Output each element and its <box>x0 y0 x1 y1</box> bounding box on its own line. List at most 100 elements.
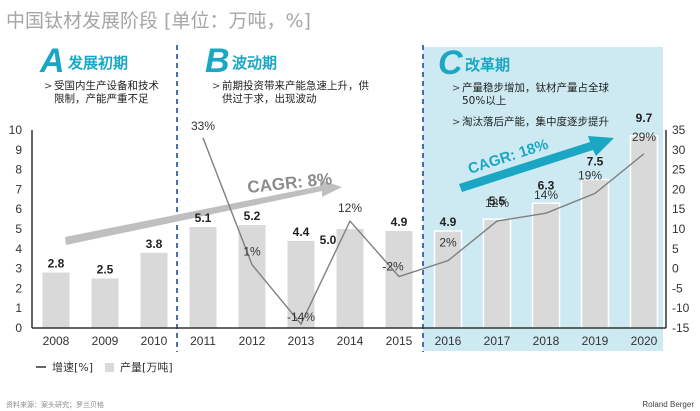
x-tick-label: 2015 <box>386 334 413 348</box>
bar-value-label: 4.4 <box>293 225 310 239</box>
phase-c-letter: C <box>438 44 463 82</box>
brand-logo-text: Roland Berger <box>642 400 694 409</box>
left-tick-label: 8 <box>15 163 22 177</box>
growth-value-label: 12% <box>338 201 362 215</box>
bullet-marker: > <box>212 81 221 92</box>
bar-value-label: 7.5 <box>587 155 604 169</box>
legend-output-label: 产量[万吨] <box>120 361 173 374</box>
x-tick-label: 2018 <box>533 334 560 348</box>
right-tick-label: 25 <box>672 163 686 177</box>
x-tick-label: 2017 <box>484 334 511 348</box>
x-tick-label: 2008 <box>43 334 70 348</box>
right-tick-label: -15 <box>672 321 690 335</box>
cagr-arrows: CAGR: 8%CAGR: 18% <box>65 136 614 245</box>
left-tick-label: 7 <box>15 182 22 196</box>
bar-2015 <box>385 230 413 328</box>
phase-c-bullet-2-text: 淘汰落后产能，集中度逐步提升 <box>462 116 609 128</box>
growth-value-label: 29% <box>632 130 656 144</box>
bar-2014 <box>336 229 364 328</box>
growth-value-label: 19% <box>578 168 602 182</box>
phase-c-bullet-1: > 产量稳步增加，钛材产量占全球 50%以上 <box>452 82 609 108</box>
right-tick-label: -10 <box>672 301 690 315</box>
right-tick-label: 30 <box>672 143 686 157</box>
growth-value-label: -2% <box>382 260 404 274</box>
x-tick-label: 2009 <box>92 334 119 348</box>
bar-value-label: 5.5 <box>489 194 506 208</box>
bar-2009 <box>91 278 119 328</box>
bar-2011 <box>189 227 217 328</box>
right-tick-label: 20 <box>672 182 686 196</box>
right-tick-label: 0 <box>672 262 679 276</box>
left-tick-label: 4 <box>15 242 22 256</box>
left-tick-label: 2 <box>15 281 22 295</box>
growth-value-label: 33% <box>191 119 215 133</box>
growth-value-label: 1% <box>243 245 261 259</box>
left-tick-label: 9 <box>15 143 22 157</box>
x-tick-label: 2020 <box>631 334 658 348</box>
bullet-marker: > <box>452 117 461 128</box>
bar-2018 <box>531 202 561 329</box>
source-note: 资料来源：案头研究；罗兰贝格 <box>6 401 104 409</box>
legend-line-swatch <box>36 366 46 368</box>
right-tick-label: 35 <box>672 123 686 137</box>
phase-dividers <box>176 45 424 352</box>
x-tick-label: 2011 <box>190 334 216 348</box>
bar-2010 <box>140 252 168 328</box>
growth-line-path <box>202 137 645 326</box>
x-tick-label: 2013 <box>288 334 315 348</box>
phase-c-bullet-1-text: 产量稳步增加，钛材产量占全球 50%以上 <box>462 82 609 107</box>
axes: 0 1 2 3 4 5 6 7 8 9 10 -15 -10 -5 0 5 10 15 20 25 30 35 2008 20… <box>9 123 690 348</box>
x-tick-label: 2012 <box>239 334 266 348</box>
bullet-marker: > <box>44 81 53 92</box>
data-labels: 2.8 2.5 3.8 5.1 5.2 4.4 5.0 4.9 4.9 5.5 6.3 7.5 9.7 3… <box>48 111 657 324</box>
right-tick-label: 5 <box>672 242 679 256</box>
bar-2020 <box>629 135 659 329</box>
right-tick-label: -5 <box>672 281 683 295</box>
cagr-arrow-phase-c <box>459 136 614 192</box>
phase-b-letter: B <box>205 42 230 80</box>
bar-value-label: 4.9 <box>391 215 408 229</box>
cagr-arrow-phase-ab <box>65 180 342 245</box>
x-tick-label: 2010 <box>141 334 168 348</box>
left-tick-label: 5 <box>15 222 22 236</box>
bullet-marker: > <box>452 83 461 94</box>
left-tick-label: 3 <box>15 262 22 276</box>
legend-bar-swatch <box>105 362 115 372</box>
bar-value-label: 3.8 <box>146 237 163 251</box>
phase-b-bullet: > 前期投资带来产能急速上升，供 供过于求，出现波动 <box>212 80 369 106</box>
growth-value-label: 2% <box>439 236 457 250</box>
legend: 增速[%] 产量[万吨] <box>36 359 173 375</box>
left-tick-label: 1 <box>15 301 22 315</box>
left-tick-label: 0 <box>15 321 22 335</box>
x-tick-label: 2019 <box>582 334 609 348</box>
phase-b-bullet-text: 前期投资带来产能急速上升，供 供过于求，出现波动 <box>222 80 369 105</box>
phase-b-name: 波动期 <box>232 54 278 72</box>
phase-a-name: 发展初期 <box>68 54 129 72</box>
bar-value-label: 5.1 <box>195 211 212 225</box>
bar-value-label: 4.9 <box>440 215 457 229</box>
chart-title: 中国钛材发展阶段 [单位：万吨，%] <box>6 10 311 32</box>
bar-value-label: 5.2 <box>244 209 261 223</box>
bar-2019 <box>580 178 610 329</box>
growth-value-label: -14% <box>287 310 315 324</box>
bar-value-label: 2.5 <box>97 263 114 277</box>
growth-value-label: 12% <box>485 196 509 210</box>
phase-a-bullet: > 受国内生产设备和技术 限制，产能严重不足 <box>44 80 159 106</box>
x-tick-label: 2016 <box>435 334 462 348</box>
phase-c-name: 改革期 <box>465 56 511 74</box>
bar-value-label: 5.0 <box>320 233 337 247</box>
bar-value-label: 2.8 <box>48 257 65 271</box>
bar-value-label: 6.3 <box>538 178 555 192</box>
right-tick-label: 15 <box>672 202 686 216</box>
bar-2017 <box>482 218 512 329</box>
bars <box>42 135 659 329</box>
x-tick-label: 2014 <box>337 334 364 348</box>
left-tick-label: 6 <box>15 202 22 216</box>
phase-a-bullet-text: 受国内生产设备和技术 限制，产能严重不足 <box>54 80 159 105</box>
growth-value-label: 14% <box>534 188 558 202</box>
phase-a-letter: A <box>40 42 65 80</box>
legend-growth-label: 增速[%] <box>52 361 94 374</box>
bar-2008 <box>42 272 70 328</box>
growth-line <box>202 137 645 326</box>
